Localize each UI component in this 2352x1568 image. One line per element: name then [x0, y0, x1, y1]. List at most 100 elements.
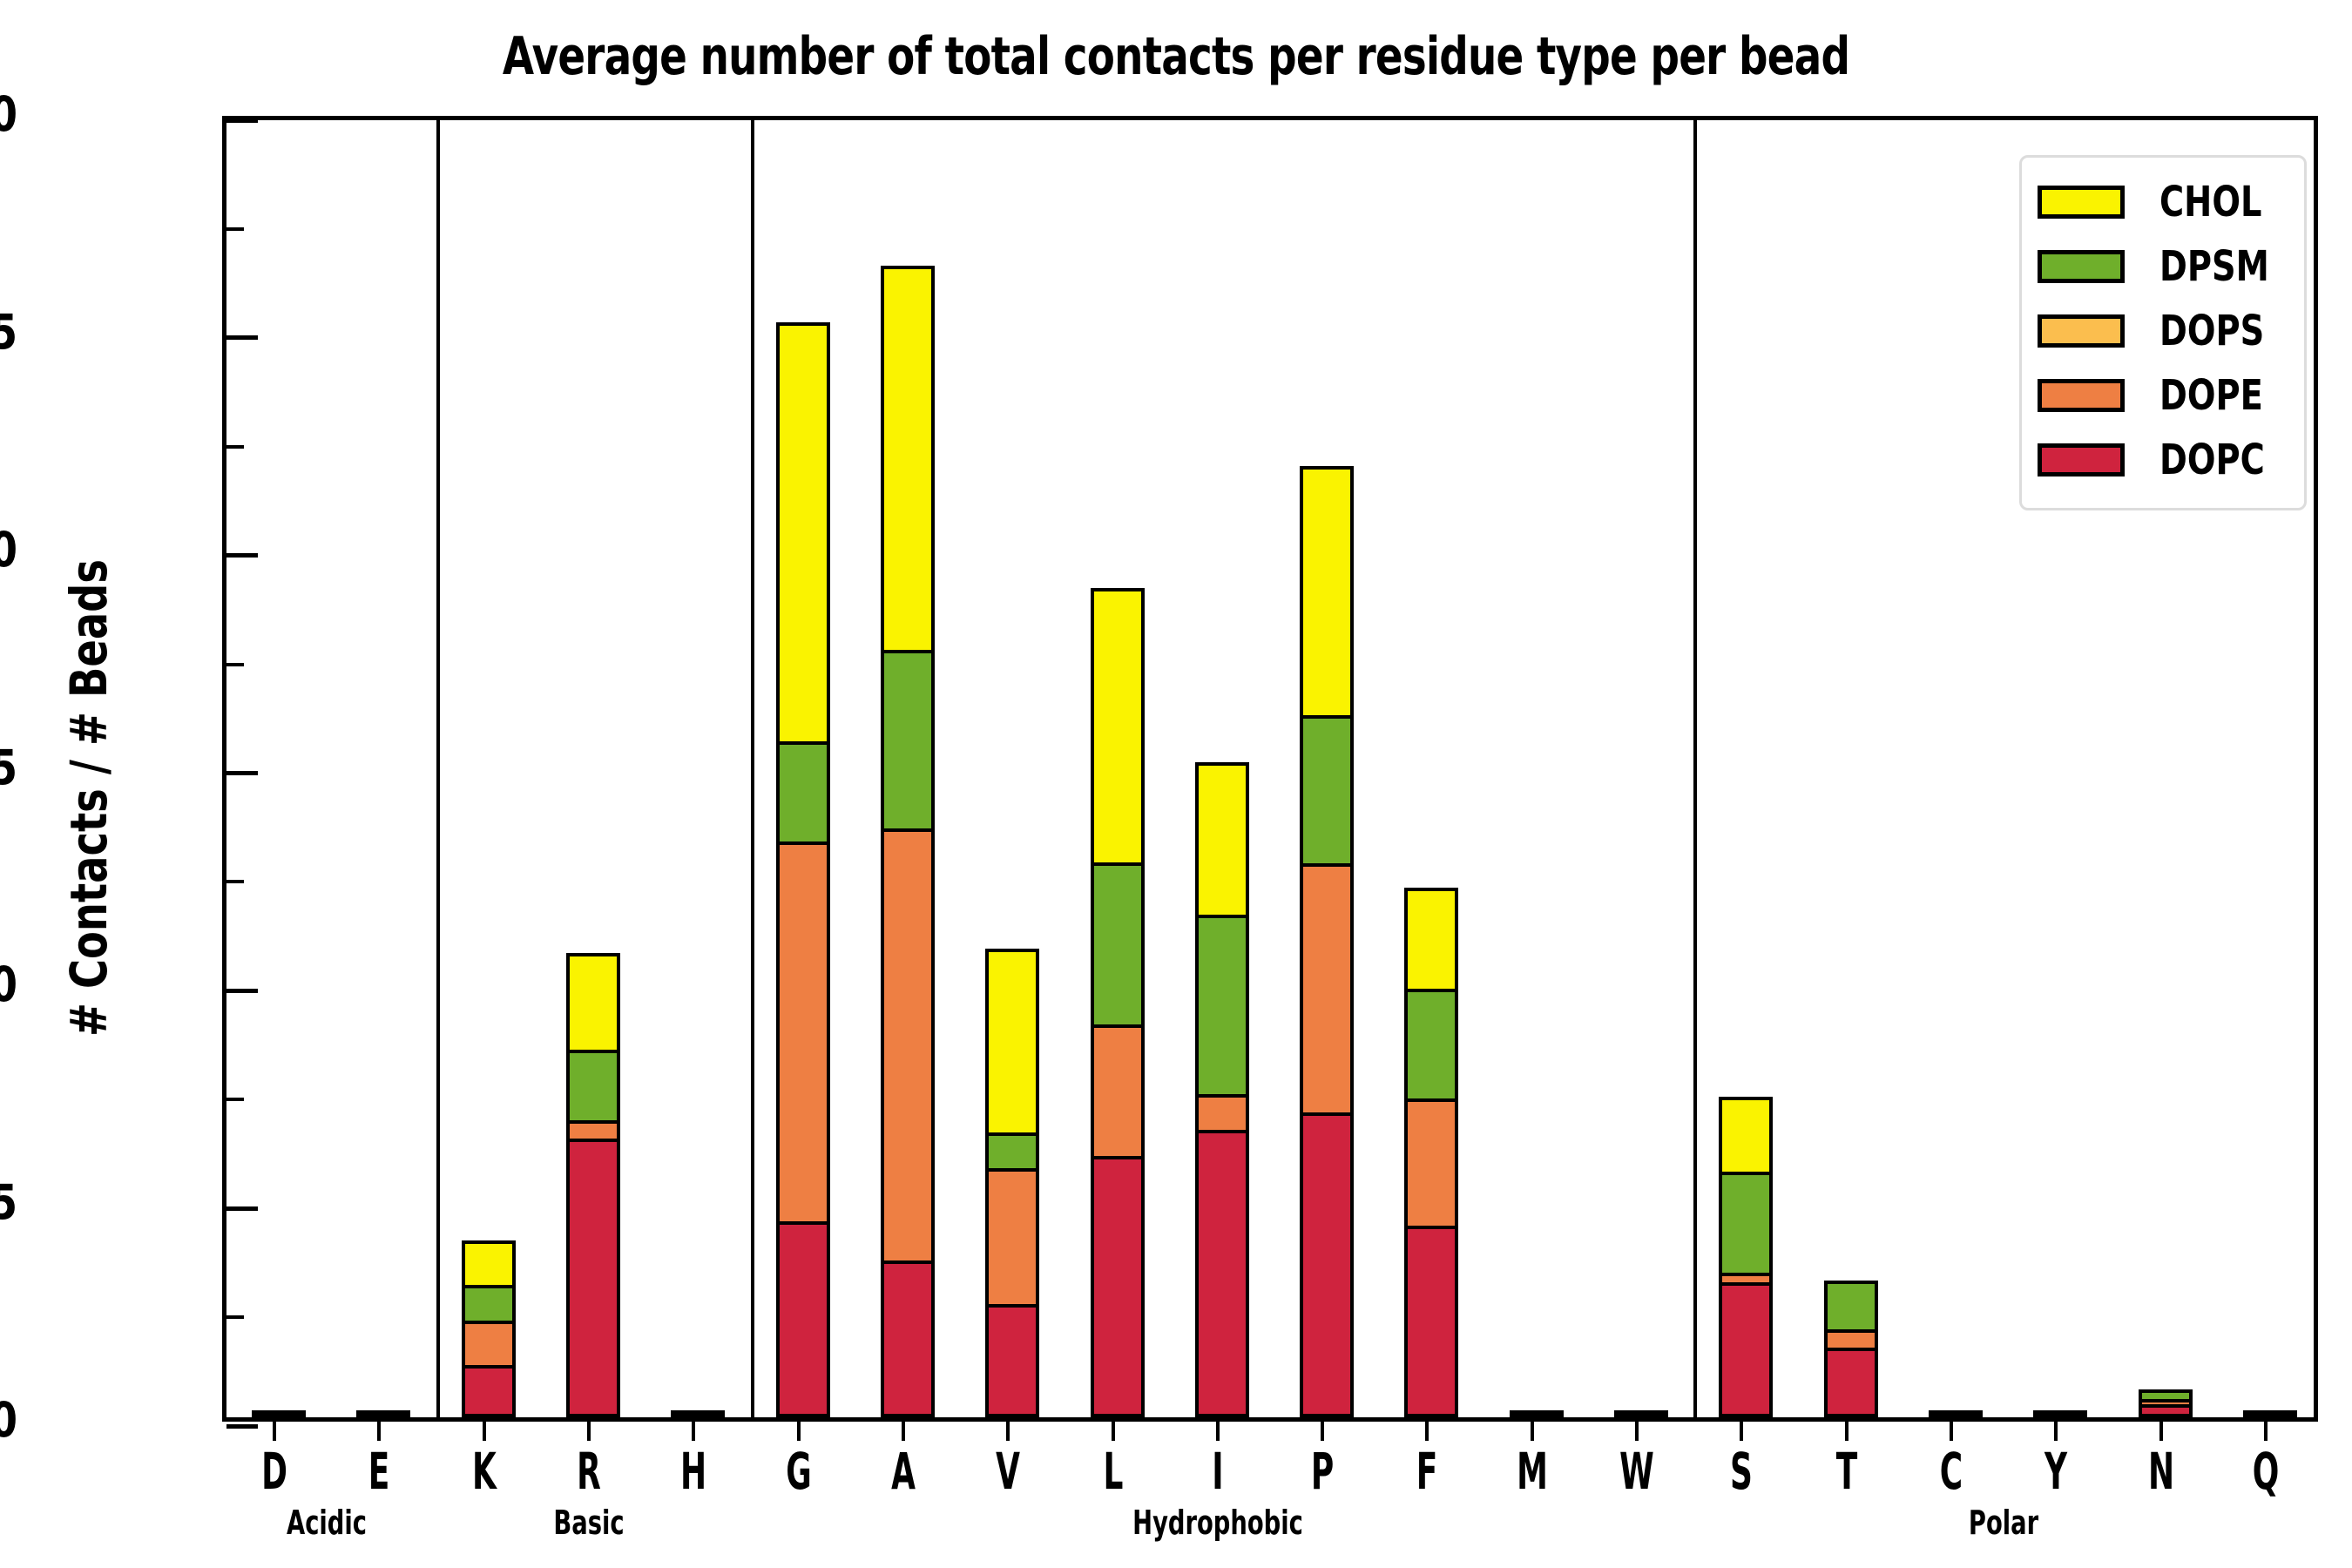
- bar-stack-m[interactable]: [1509, 1410, 1564, 1417]
- y-tick-mark: [226, 118, 258, 123]
- bar-stack-s[interactable]: [1719, 1097, 1774, 1417]
- bar-stack-q[interactable]: [2242, 1410, 2297, 1417]
- bar-segment-chol[interactable]: [1090, 587, 1145, 867]
- x-tick-label-q: Q: [2252, 1442, 2280, 1501]
- x-tick-mark: [2054, 1422, 2058, 1441]
- bar-segment-dope[interactable]: [775, 841, 830, 1226]
- bar-segment-dpsm[interactable]: [461, 1285, 516, 1325]
- bar-segment-chol[interactable]: [775, 321, 830, 745]
- bar-stack-c[interactable]: [1928, 1410, 1983, 1417]
- bar-stack-p[interactable]: [1300, 465, 1355, 1417]
- bar-stack-l[interactable]: [1090, 587, 1145, 1417]
- legend-item-dope[interactable]: DOPE: [2038, 363, 2288, 428]
- bar-stack-t[interactable]: [1823, 1281, 1878, 1417]
- y-axis-title: # Contacts / # Beads: [59, 558, 118, 1037]
- x-tick-mark: [1530, 1422, 1534, 1441]
- bar-stack-h[interactable]: [671, 1410, 726, 1417]
- y-tick-mark: [226, 1423, 258, 1429]
- bar-segment-dope[interactable]: [880, 828, 935, 1265]
- bar-segment-dpsm[interactable]: [566, 1050, 621, 1125]
- bar-segment-empty: [1928, 1410, 1983, 1417]
- bar-stack-y[interactable]: [2033, 1410, 2088, 1417]
- bar-stack-w[interactable]: [1614, 1410, 1669, 1417]
- y-tick-label: 3.0: [0, 86, 17, 142]
- legend-item-dpsm[interactable]: DPSM: [2038, 234, 2288, 299]
- bar-segment-dpsm[interactable]: [1194, 915, 1249, 1098]
- legend-swatch-dope: [2038, 379, 2125, 412]
- bar-segment-chol[interactable]: [1194, 761, 1249, 919]
- bar-segment-dpsm[interactable]: [880, 649, 935, 833]
- bar-stack-f[interactable]: [1404, 888, 1459, 1417]
- bar-segment-dopc[interactable]: [1090, 1156, 1145, 1417]
- x-tick-label-g: G: [785, 1442, 812, 1501]
- y-tick-mark: [226, 988, 258, 993]
- legend-item-dops[interactable]: DOPS: [2038, 299, 2288, 363]
- bar-segment-chol[interactable]: [1404, 888, 1459, 993]
- bar-stack-k[interactable]: [461, 1240, 516, 1417]
- bar-stack-v[interactable]: [985, 949, 1040, 1417]
- bar-segment-empty: [2033, 1410, 2088, 1417]
- x-tick-label-c: C: [1939, 1442, 1963, 1501]
- bar-segment-dpsm[interactable]: [1823, 1281, 1878, 1334]
- bar-segment-chol[interactable]: [461, 1240, 516, 1289]
- x-tick-mark: [1635, 1422, 1639, 1441]
- bar-segment-dopc[interactable]: [775, 1221, 830, 1417]
- y-tick-label: 1.5: [0, 740, 17, 795]
- group-label-polar: Polar: [1968, 1504, 2039, 1542]
- bar-segment-dope[interactable]: [985, 1168, 1040, 1308]
- bar-segment-dopc[interactable]: [1404, 1226, 1459, 1417]
- x-tick-label-r: R: [577, 1442, 601, 1501]
- group-label-acidic: Acidic: [287, 1504, 368, 1542]
- bar-segment-dpsm[interactable]: [985, 1132, 1040, 1173]
- bar-segment-dopc[interactable]: [1194, 1130, 1249, 1417]
- x-tick-label-i: I: [1212, 1442, 1224, 1501]
- bar-segment-dopc[interactable]: [880, 1260, 935, 1417]
- bar-segment-dope[interactable]: [1090, 1024, 1145, 1160]
- bar-segment-dopc[interactable]: [461, 1365, 516, 1417]
- bar-segment-dpsm[interactable]: [775, 740, 830, 846]
- x-tick-mark: [692, 1422, 696, 1441]
- bar-segment-dope[interactable]: [1404, 1098, 1459, 1230]
- bar-segment-chol[interactable]: [566, 953, 621, 1054]
- bar-segment-dope[interactable]: [1300, 863, 1355, 1117]
- bar-segment-chol[interactable]: [1300, 465, 1355, 719]
- bar-stack-i[interactable]: [1194, 761, 1249, 1417]
- x-tick-mark: [2159, 1422, 2163, 1441]
- group-label-basic: Basic: [553, 1504, 625, 1542]
- legend-swatch-dops: [2038, 314, 2125, 348]
- legend-label: DOPE: [2159, 371, 2263, 420]
- x-tick-label-e: E: [368, 1442, 390, 1501]
- group-label-hydrophobic: Hydrophobic: [1132, 1504, 1303, 1542]
- x-tick-label-n: N: [2147, 1442, 2174, 1501]
- bar-stack-g[interactable]: [775, 321, 830, 1417]
- bar-stack-r[interactable]: [566, 953, 621, 1417]
- y-tick-mark: [226, 1206, 258, 1211]
- bar-segment-dope[interactable]: [1194, 1094, 1249, 1134]
- x-tick-mark: [1321, 1422, 1325, 1441]
- bar-segment-dope[interactable]: [461, 1321, 516, 1369]
- bar-stack-e[interactable]: [356, 1410, 411, 1417]
- group-separator: [750, 120, 754, 1417]
- bar-segment-dpsm[interactable]: [1719, 1172, 1774, 1277]
- y-minor-tick-mark: [226, 1098, 244, 1102]
- legend-item-chol[interactable]: CHOL: [2038, 170, 2288, 234]
- bar-segment-dopc[interactable]: [1300, 1112, 1355, 1417]
- bar-segment-chol[interactable]: [985, 949, 1040, 1137]
- legend-item-dopc[interactable]: DOPC: [2038, 428, 2288, 492]
- bar-segment-chol[interactable]: [1719, 1097, 1774, 1176]
- bar-stack-a[interactable]: [880, 265, 935, 1417]
- y-tick-mark: [226, 335, 258, 341]
- bar-segment-dopc[interactable]: [1719, 1282, 1774, 1417]
- bar-segment-dopc[interactable]: [2138, 1404, 2193, 1417]
- bar-segment-dpsm[interactable]: [1404, 989, 1459, 1103]
- bar-stack-d[interactable]: [252, 1410, 307, 1417]
- bar-segment-dopc[interactable]: [1823, 1348, 1878, 1417]
- x-tick-label-l: L: [1103, 1442, 1124, 1501]
- bar-segment-dopc[interactable]: [985, 1304, 1040, 1417]
- bar-segment-dpsm[interactable]: [1090, 862, 1145, 1029]
- x-tick-mark: [1949, 1422, 1953, 1441]
- bar-segment-dopc[interactable]: [566, 1139, 621, 1417]
- bar-segment-dpsm[interactable]: [1300, 714, 1355, 868]
- bar-stack-n[interactable]: [2138, 1389, 2193, 1417]
- bar-segment-chol[interactable]: [880, 265, 935, 653]
